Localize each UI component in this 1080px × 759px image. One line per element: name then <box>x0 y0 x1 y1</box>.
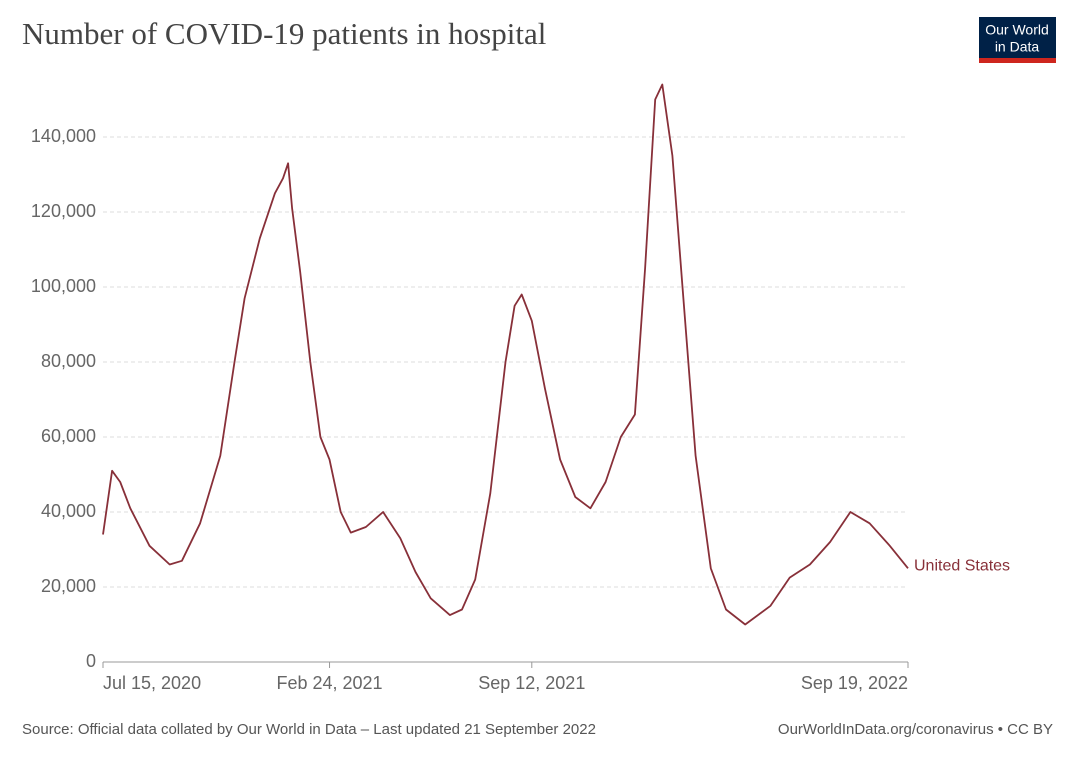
y-tick-label: 120,000 <box>31 201 96 221</box>
logo-text: Our World <box>985 22 1049 38</box>
x-tick-label: Feb 24, 2021 <box>276 673 382 693</box>
y-tick-label: 20,000 <box>41 576 96 596</box>
data-line <box>102 83 909 626</box>
x-tick-label: Jul 15, 2020 <box>103 673 201 693</box>
y-tick-label: 60,000 <box>41 426 96 446</box>
y-tick-label: 40,000 <box>41 501 96 521</box>
y-tick-label: 100,000 <box>31 276 96 296</box>
source-note: Source: Official data collated by Our Wo… <box>22 721 596 738</box>
logo-box <box>979 17 1056 58</box>
x-tick-label: Sep 19, 2022 <box>801 673 908 693</box>
license-note: OurWorldInData.org/coronavirus • CC BY <box>778 721 1053 738</box>
logo-stripe <box>979 58 1056 63</box>
series-label: United States <box>914 557 1010 574</box>
logo: Our World in Data <box>979 17 1056 63</box>
x-tick-label: Sep 12, 2021 <box>478 673 585 693</box>
y-tick-label: 0 <box>86 651 96 671</box>
y-tick-label: 80,000 <box>41 351 96 371</box>
chart-title: Number of COVID-19 patients in hospital <box>22 16 546 51</box>
y-tick-label: 140,000 <box>31 126 96 146</box>
logo-text: in Data <box>995 39 1040 55</box>
